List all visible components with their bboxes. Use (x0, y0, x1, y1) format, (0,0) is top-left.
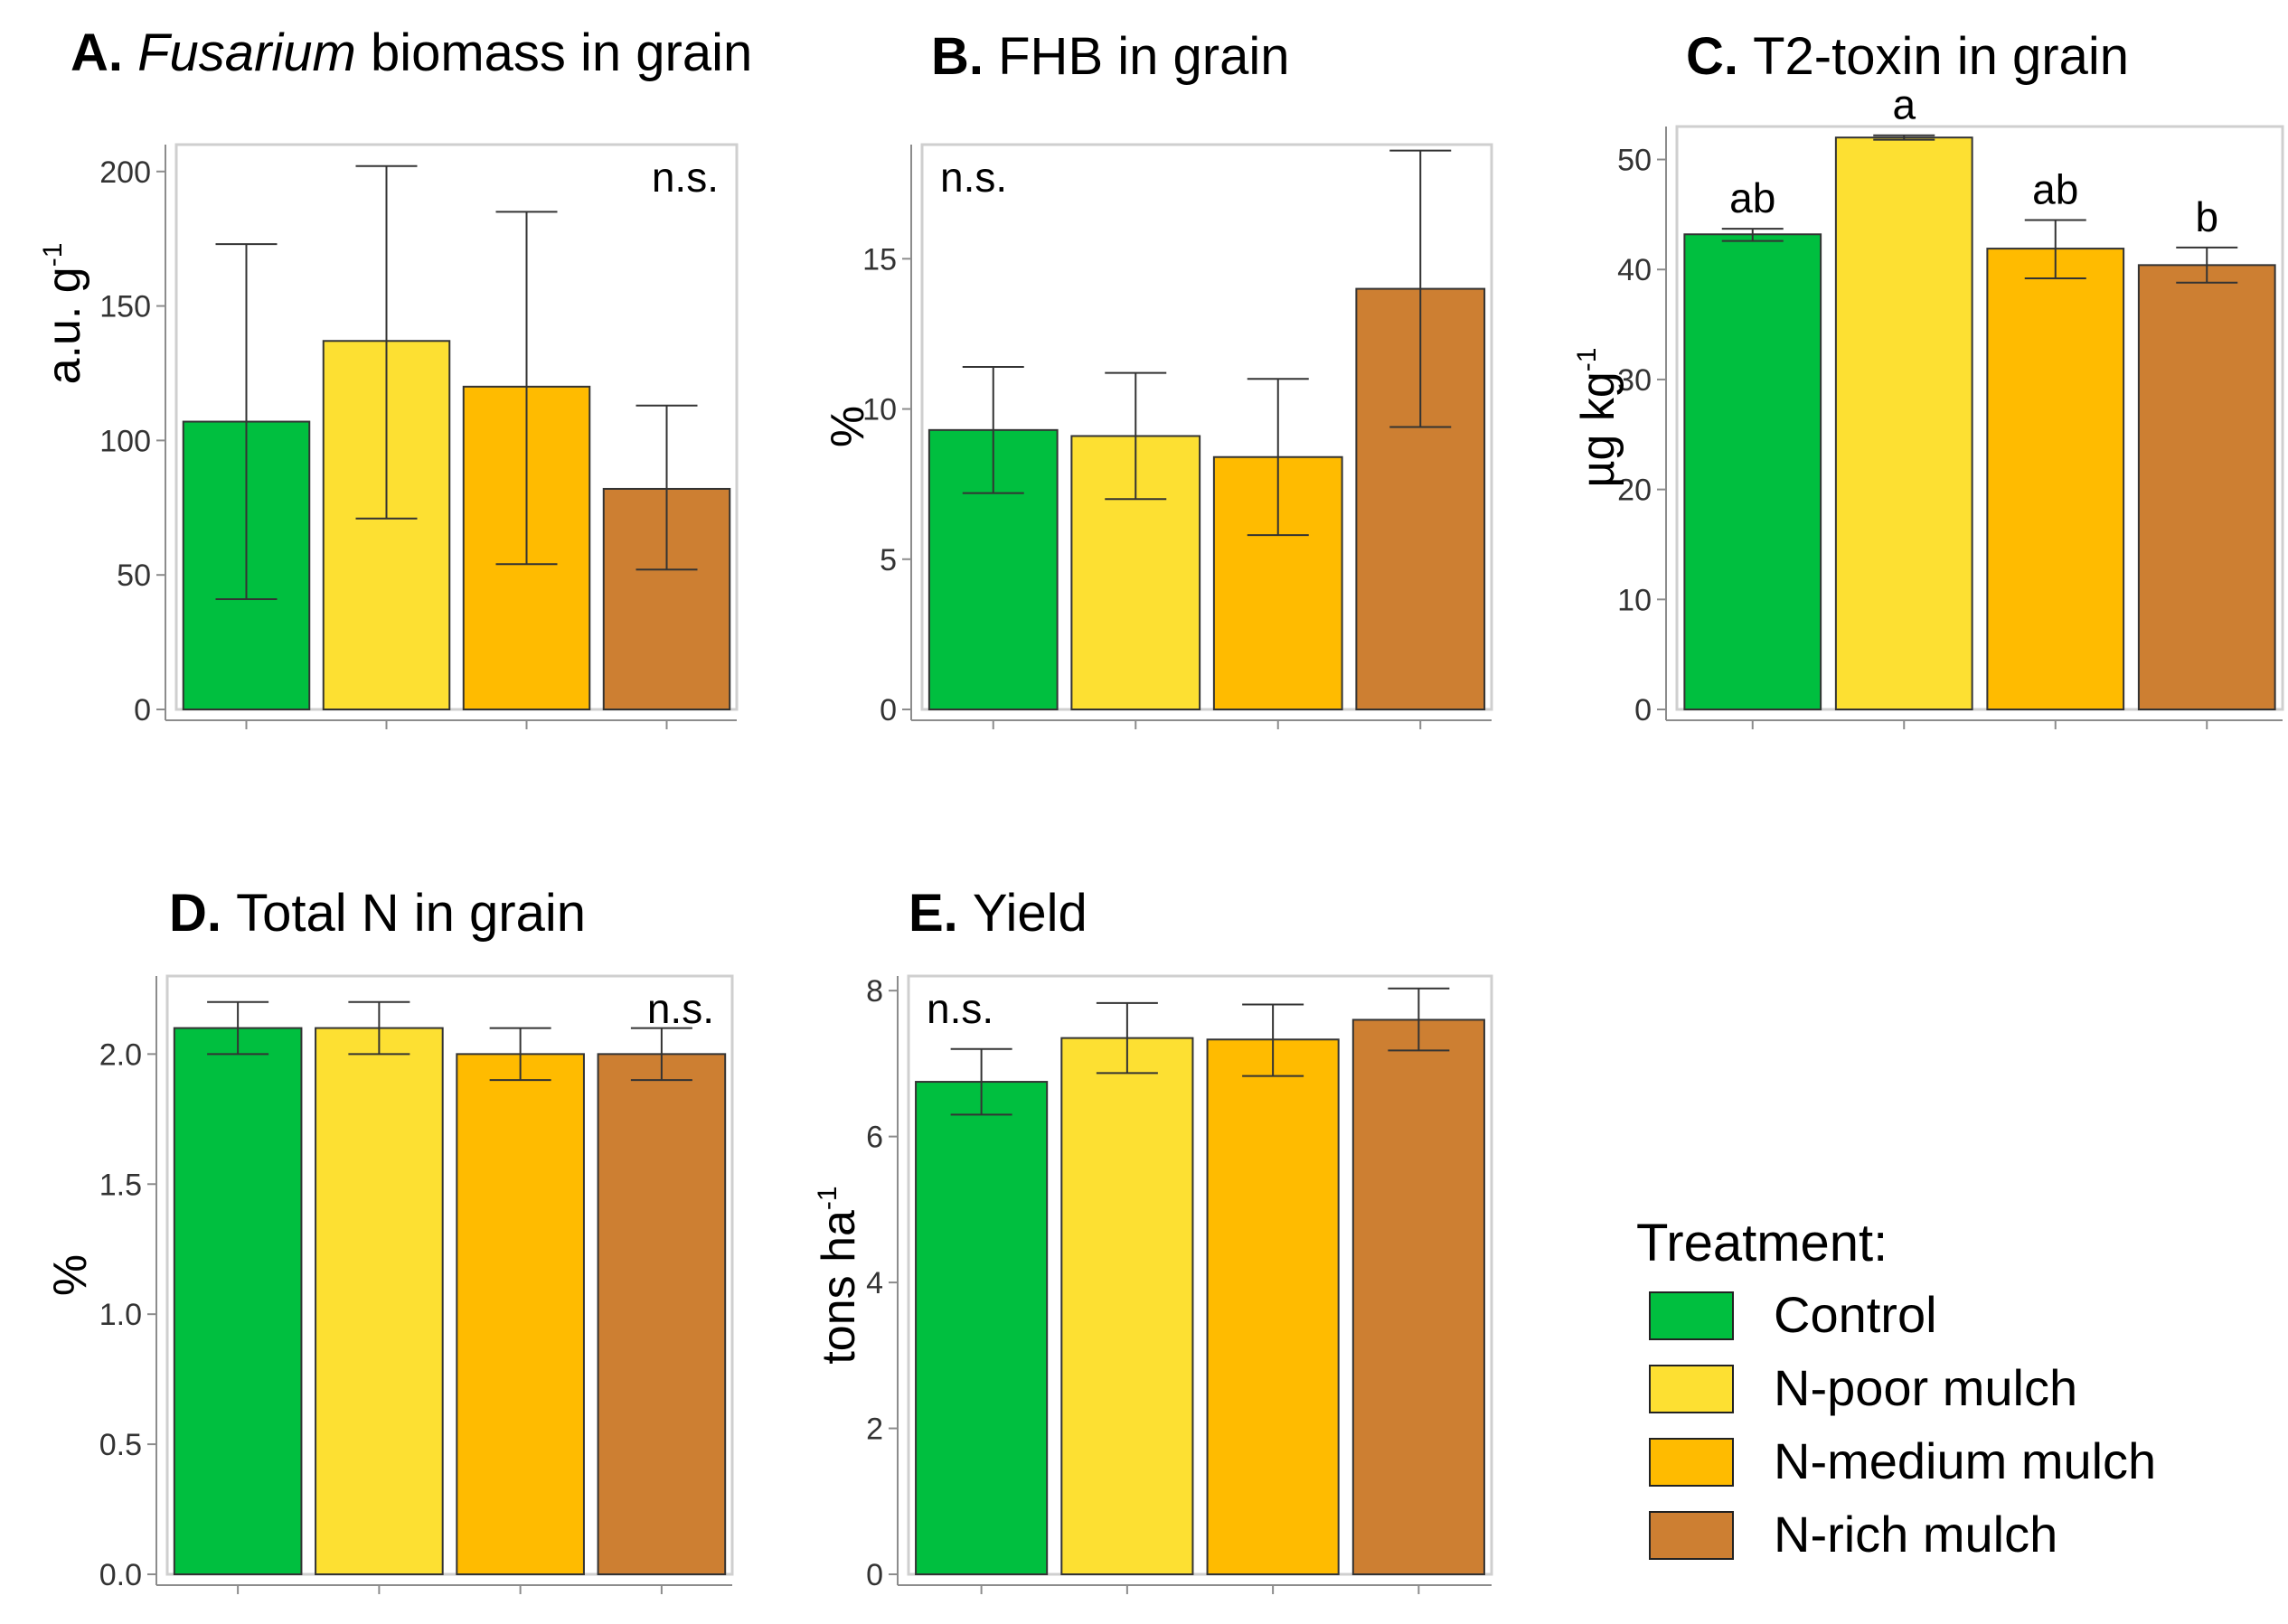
plot-border (907, 974, 1493, 1576)
bar (1206, 1038, 1340, 1575)
bar (315, 1027, 444, 1575)
y-axis-label: % (822, 406, 874, 447)
y-axis-label: % (44, 1254, 97, 1296)
y-tick-label: 2 (866, 1413, 883, 1447)
panel-title: C. T2-toxin in grain (1686, 27, 2129, 86)
y-tick-label: 50 (1617, 144, 1652, 178)
y-axis-label-text: µg kg (1572, 371, 1624, 487)
legend-label: Control (1774, 1286, 1937, 1343)
y-axis-label-text: a.u. g (38, 267, 90, 384)
plot-border (165, 974, 734, 1576)
panel-letter: A. (71, 23, 137, 82)
y-tick-label: 0 (866, 1558, 883, 1592)
legend-item: N-rich mulch (1649, 1506, 2057, 1563)
plot-border (174, 143, 739, 711)
legend-label: N-medium mulch (1774, 1432, 2156, 1489)
bar (1986, 248, 2125, 710)
plot-border (920, 143, 1493, 711)
ns-annotation: n.s. (652, 154, 719, 201)
y-tick-label: 10 (862, 393, 897, 427)
y-tick-label: 0 (134, 693, 151, 728)
y-tick-label: 6 (866, 1121, 883, 1155)
bar (915, 1081, 1049, 1576)
y-tick-label: 100 (99, 424, 151, 458)
panel-a: 0 50 100 150 200 n.s. A. Fusarium biomass in g… (38, 23, 752, 729)
title-text: Total N in grain (236, 884, 586, 943)
title-text: biomass in grain (371, 23, 752, 82)
panel-letter: E. (909, 884, 973, 943)
legend-swatch (1649, 1438, 1734, 1487)
y-tick-label: 150 (99, 290, 151, 324)
legend-swatch (1649, 1511, 1734, 1560)
y-tick-label: 30 (1617, 363, 1652, 398)
legend-swatch (1649, 1365, 1734, 1413)
bar (1683, 233, 1822, 710)
ns-annotation: n.s. (647, 985, 714, 1032)
y-axis-label-text: % (822, 406, 874, 447)
y-tick-label: 15 (862, 242, 897, 277)
y-tick-label: 1.5 (99, 1168, 142, 1202)
legend-item: N-medium mulch (1649, 1432, 2156, 1489)
ns-annotation: n.s. (940, 154, 1007, 201)
title-text: T2-toxin in grain (1753, 27, 2129, 86)
y-tick-label: 2.0 (99, 1037, 142, 1072)
bar (456, 1053, 585, 1575)
title-text: Yield (973, 884, 1088, 943)
y-axis-label: a.u. g-1 (38, 243, 90, 385)
bar (1060, 1037, 1194, 1575)
title-text: FHB in grain (998, 27, 1289, 86)
legend-item: N-poor mulch (1649, 1359, 2077, 1416)
y-axis-label: tons ha-1 (813, 1186, 865, 1364)
y-tick-label: 4 (866, 1266, 883, 1300)
title-italic: Fusarium (137, 23, 371, 82)
legend-label: N-rich mulch (1774, 1506, 2057, 1563)
legend-swatch (1649, 1291, 1734, 1340)
panel-b: 0 5 10 15 n.s. B. FHB in grain% (822, 27, 1493, 729)
y-tick-label: 8 (866, 974, 883, 1009)
significance-letter: b (2195, 193, 2218, 240)
y-axis-label-superscript: -1 (813, 1186, 843, 1210)
legend: Treatment: Control N-poor mulch N-medium mu… (1636, 1214, 2156, 1563)
y-axis-label-text: % (44, 1254, 97, 1296)
panel-letter: C. (1686, 27, 1753, 86)
panel-letter: B. (931, 27, 998, 86)
plot-border (1675, 125, 2284, 711)
y-axis-label-superscript: -1 (1572, 348, 1602, 372)
y-tick-label: 0 (1634, 693, 1652, 728)
y-tick-label: 50 (117, 559, 151, 593)
significance-letter: ab (1729, 174, 1775, 221)
y-tick-label: 40 (1617, 253, 1652, 287)
ns-annotation: n.s. (927, 985, 993, 1032)
y-axis-label: µg kg-1 (1572, 348, 1624, 488)
y-tick-label: 0.5 (99, 1428, 142, 1462)
panel-c: 0 10 20 30 40 50 ab a ab b C. T2-toxin in grain µg … (1572, 27, 2284, 729)
panel-title: B. FHB in grain (931, 27, 1289, 86)
y-tick-label: 10 (1617, 583, 1652, 617)
panel-title: D. Total N in grain (169, 884, 586, 943)
y-axis-label-text: tons ha (813, 1210, 865, 1365)
y-tick-label: 0 (880, 693, 897, 728)
panel-e: 0 2 4 6 8 n.s. E. Yield tons ha-1 (813, 884, 1493, 1594)
panel-d: 0.0 0.5 1.0 1.5 2.0 n.s. D. Total N in grain% (44, 884, 734, 1594)
bar (1351, 1019, 1485, 1575)
bar (1834, 136, 1973, 711)
panel-letter: D. (169, 884, 236, 943)
y-tick-label: 200 (99, 155, 151, 190)
y-tick-label: 0.0 (99, 1558, 142, 1592)
y-tick-label: 1.0 (99, 1298, 142, 1332)
panel-title: A. Fusarium biomass in grain (71, 23, 752, 82)
legend-item: Control (1649, 1286, 1937, 1343)
panel-title: E. Yield (909, 884, 1088, 943)
bar (2137, 264, 2276, 710)
bar (597, 1053, 727, 1575)
legend-label: N-poor mulch (1774, 1359, 2077, 1416)
bar (173, 1027, 303, 1575)
y-axis-label-superscript: -1 (38, 243, 68, 268)
significance-letter: ab (2032, 165, 2078, 212)
legend-title: Treatment: (1636, 1214, 1888, 1272)
y-tick-label: 5 (880, 543, 897, 577)
y-tick-label: 20 (1617, 474, 1652, 508)
significance-letter: a (1892, 81, 1916, 128)
